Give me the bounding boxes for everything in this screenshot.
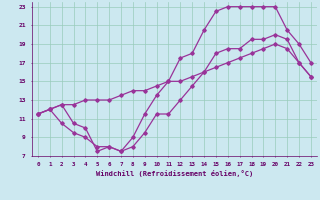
X-axis label: Windchill (Refroidissement éolien,°C): Windchill (Refroidissement éolien,°C): [96, 170, 253, 177]
